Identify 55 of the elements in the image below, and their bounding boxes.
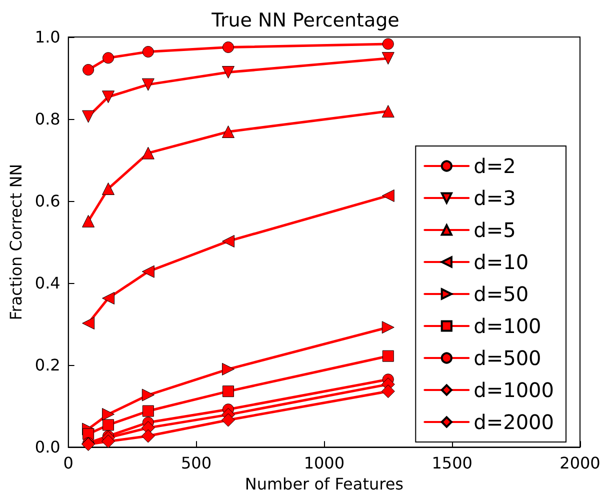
y-tick-label: 0.2 [34,356,60,375]
legend-label: d=2000 [474,410,554,434]
point [222,362,234,376]
point [142,46,154,58]
point [221,413,235,427]
point [141,429,155,443]
legend-label: d=50 [474,282,529,306]
x-tick-label: 0 [63,454,74,473]
point [382,189,394,202]
point [222,66,234,79]
point [102,292,115,304]
y-tick-label: 1.0 [34,28,60,46]
point [222,42,234,53]
point [102,90,115,104]
y-tick-label: 0.0 [34,438,60,457]
x-tick-label: 1500 [432,454,472,473]
legend-label: d=5 [474,218,516,242]
point [142,146,154,160]
y-tick-label: 0.6 [34,192,60,211]
y-tick-label: 0.8 [34,110,60,129]
point [142,405,154,417]
point [382,321,394,334]
point [142,265,154,278]
point [102,52,114,64]
legend-label: d=2 [474,154,516,178]
point [82,317,95,330]
y-axis-title: Fraction Correct NN [6,164,26,320]
point [142,388,154,402]
legend-label: d=500 [474,346,542,370]
legend-label: d=10 [474,250,529,274]
x-tick-label: 1000 [304,454,345,473]
point [102,408,115,421]
point [102,182,115,195]
legend-label: d=1000 [474,378,554,402]
point [222,386,234,398]
point [381,384,395,398]
legend-label: d=100 [474,314,542,338]
x-tick-label: 2000 [560,454,600,473]
point [222,234,234,248]
point [102,419,114,431]
point [82,110,95,123]
x-tick-label: 500 [180,454,212,473]
point [382,350,394,362]
x-axis-title: Number of Features [244,474,404,494]
point [222,125,234,138]
legend-label: d=3 [474,186,516,210]
y-tick-label: 0.4 [34,274,60,293]
point [82,64,94,76]
point [382,38,394,50]
point [82,214,95,228]
point [142,78,154,91]
point [382,52,394,65]
point [102,434,116,448]
point [382,104,394,118]
chart-title: True NN Percentage [210,10,400,32]
